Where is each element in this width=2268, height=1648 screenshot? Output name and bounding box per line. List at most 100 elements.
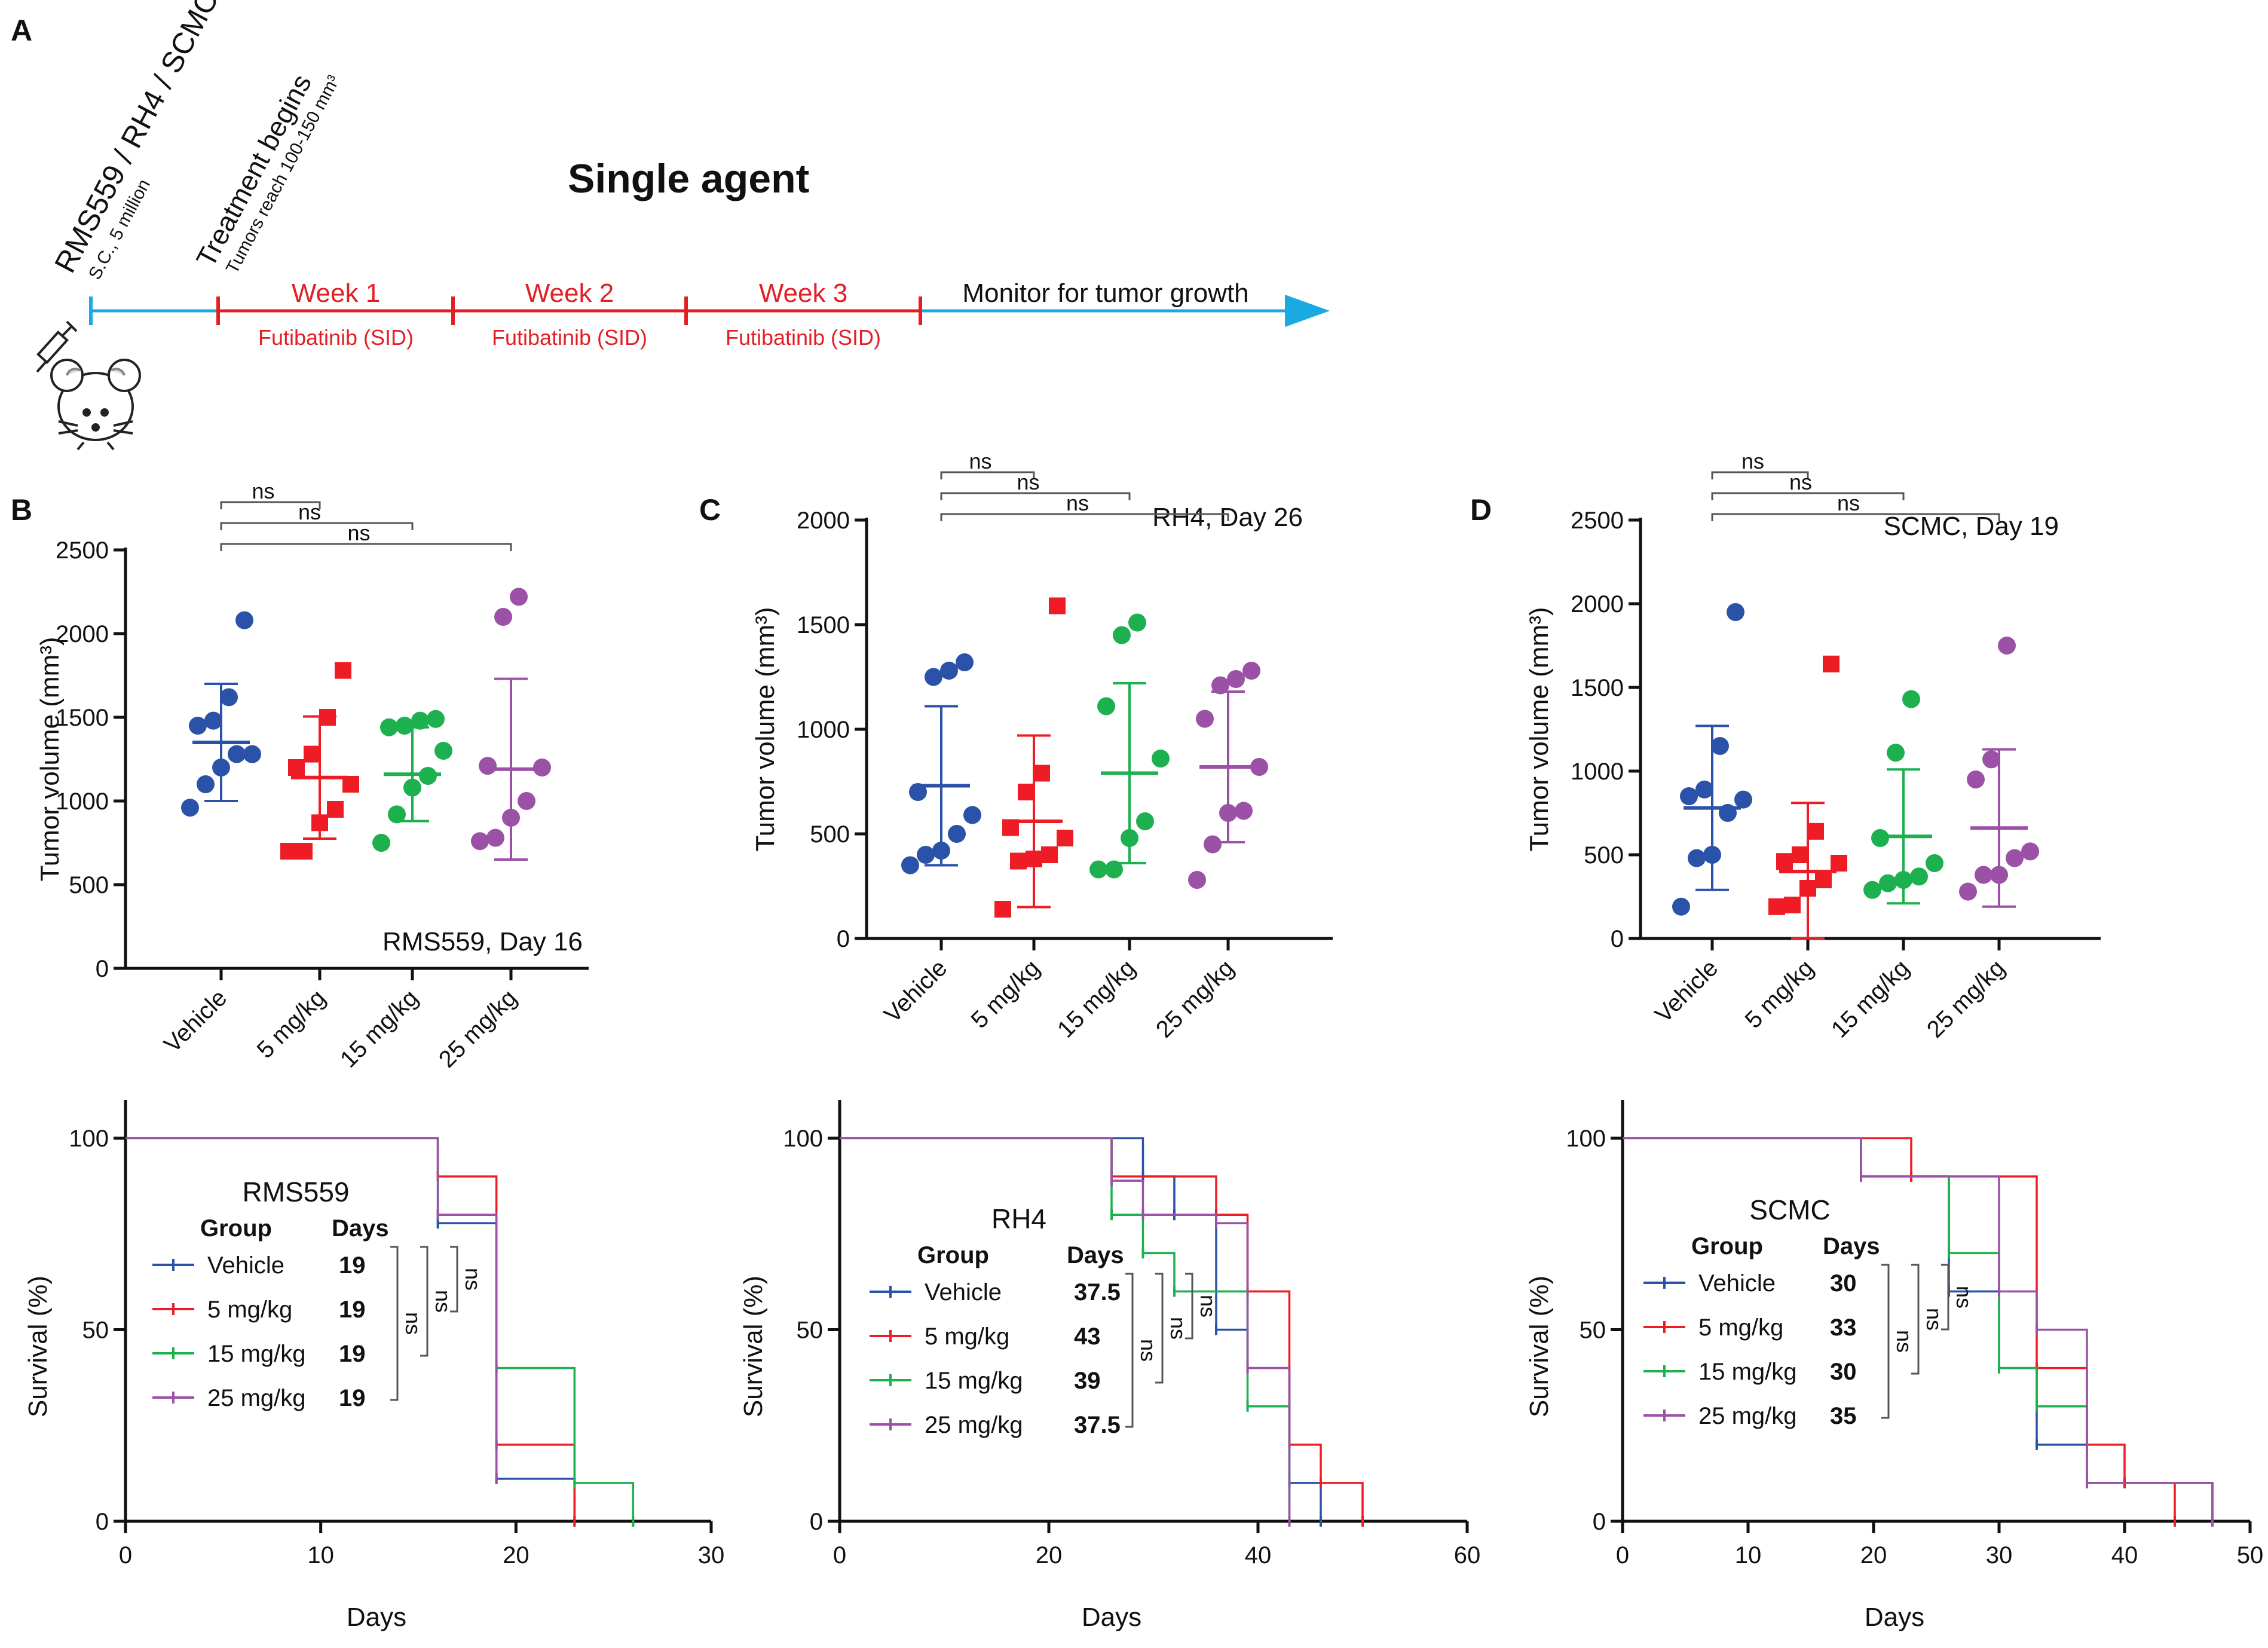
x-tick-label: 0 bbox=[119, 1542, 132, 1568]
week-2-label: Week 2 bbox=[525, 279, 614, 308]
data-point bbox=[917, 846, 935, 864]
x-tick-label: 40 bbox=[2111, 1542, 2138, 1568]
significance-bracket bbox=[1941, 1264, 1949, 1331]
data-point bbox=[1018, 784, 1034, 800]
legend-title: RH4 bbox=[991, 1203, 1046, 1234]
x-tick-label: 20 bbox=[503, 1542, 529, 1568]
legend-header-group: Group bbox=[917, 1242, 989, 1268]
data-point bbox=[1959, 882, 1977, 901]
legend-label: Vehicle bbox=[925, 1279, 1002, 1305]
y-tick-label: 2500 bbox=[56, 537, 109, 564]
drug-label-week1: Futibatinib (SID) bbox=[258, 325, 414, 350]
data-point bbox=[1727, 603, 1744, 621]
data-point bbox=[189, 717, 207, 735]
data-point bbox=[372, 834, 390, 852]
y-tick-label: 1500 bbox=[56, 705, 109, 731]
data-point bbox=[1887, 744, 1905, 762]
week-3-label: Week 3 bbox=[759, 279, 847, 308]
data-point bbox=[486, 828, 504, 847]
legend-median: 30 bbox=[1830, 1359, 1857, 1385]
syringe-icon bbox=[36, 320, 78, 373]
y-tick-label: 0 bbox=[96, 956, 109, 982]
y-tick-label: 500 bbox=[1584, 842, 1624, 869]
data-point bbox=[1910, 867, 1928, 886]
significance-bracket bbox=[940, 492, 1131, 500]
data-point bbox=[235, 611, 253, 629]
data-point bbox=[1982, 750, 2000, 769]
data-point bbox=[1831, 855, 1847, 872]
data-point bbox=[181, 799, 199, 817]
data-point bbox=[1926, 854, 1943, 872]
significance-label: ns bbox=[1837, 491, 1860, 515]
data-point bbox=[1734, 790, 1752, 809]
x-tick-label: 60 bbox=[1454, 1542, 1481, 1568]
significance-bracket bbox=[940, 513, 1229, 521]
panel-letter-a: A bbox=[11, 14, 32, 47]
legend-label: 15 mg/kg bbox=[1698, 1359, 1797, 1385]
data-point bbox=[1049, 597, 1066, 614]
timeline-arrow-head bbox=[1285, 295, 1330, 327]
y-tick-label: 100 bbox=[69, 1126, 109, 1152]
y-tick-label: 0 bbox=[1611, 926, 1624, 952]
x-tick-label: 0 bbox=[833, 1542, 846, 1568]
x-axis-label: Days bbox=[1865, 1603, 1924, 1632]
significance-bracket bbox=[940, 471, 1035, 479]
x-axis-label: Days bbox=[347, 1603, 406, 1632]
y-tick-label: 50 bbox=[82, 1317, 109, 1344]
panel-letter-b: B bbox=[11, 493, 32, 527]
x-tick-label: 30 bbox=[698, 1542, 725, 1568]
data-point bbox=[925, 668, 942, 686]
significance-bracket bbox=[220, 501, 321, 509]
significance-label: ns bbox=[1066, 491, 1089, 515]
y-tick-label: 1000 bbox=[1571, 759, 1624, 785]
chart-title: SCMC, Day 19 bbox=[1884, 512, 2059, 541]
data-point bbox=[1711, 737, 1729, 755]
data-point bbox=[220, 688, 238, 707]
y-tick-label: 0 bbox=[810, 1509, 823, 1535]
data-point bbox=[479, 757, 497, 775]
legend-median: 37.5 bbox=[1074, 1412, 1121, 1438]
y-axis-label: Survival (%) bbox=[23, 1276, 53, 1417]
significance-bracket bbox=[1881, 1264, 1890, 1419]
data-point bbox=[327, 801, 344, 818]
y-axis-label: Tumor volume (mm³) bbox=[35, 637, 65, 881]
data-point bbox=[1041, 846, 1058, 863]
significance-label: ns bbox=[1196, 1295, 1220, 1317]
data-point bbox=[388, 805, 406, 824]
survival-curve-25-mg-kg bbox=[1623, 1137, 2214, 1521]
significance-label: ns bbox=[1892, 1330, 1917, 1353]
data-point bbox=[1807, 823, 1824, 840]
significance-label: ns bbox=[1166, 1317, 1190, 1340]
data-point bbox=[1097, 697, 1115, 716]
data-point bbox=[1113, 626, 1131, 644]
data-point bbox=[228, 745, 246, 763]
significance-label: ns bbox=[1952, 1286, 1976, 1308]
legend-title: RMS559 bbox=[243, 1176, 350, 1207]
data-point bbox=[304, 745, 320, 763]
y-tick-label: 2000 bbox=[56, 621, 109, 647]
data-point bbox=[518, 792, 535, 810]
significance-bracket bbox=[1125, 1273, 1134, 1428]
data-point bbox=[1768, 898, 1785, 915]
y-tick-label: 2000 bbox=[1571, 591, 1624, 617]
data-point bbox=[940, 662, 958, 680]
data-point bbox=[2021, 842, 2039, 861]
legend-median: 33 bbox=[1830, 1314, 1857, 1341]
drug-label-week2: Futibatinib (SID) bbox=[492, 325, 647, 350]
data-point bbox=[1823, 655, 1840, 672]
data-point bbox=[1815, 872, 1832, 888]
data-point bbox=[1879, 874, 1897, 892]
data-point bbox=[1196, 710, 1214, 728]
legend-label: 5 mg/kg bbox=[1698, 1314, 1783, 1341]
data-point bbox=[494, 608, 512, 626]
legend-label: Vehicle bbox=[207, 1252, 284, 1279]
data-point bbox=[901, 856, 919, 875]
y-axis-label: Tumor volume (mm³) bbox=[751, 607, 780, 851]
y-tick-label: 1500 bbox=[797, 612, 850, 638]
schedule-title: Single agent bbox=[568, 156, 809, 201]
survival-plot-d: 0 50 100 0 10 20 30 40 50 Days Survival (%) SCMC Gro… bbox=[1525, 1100, 2263, 1632]
panel-letter-d: D bbox=[1470, 493, 1492, 527]
significance-bracket bbox=[1155, 1273, 1164, 1384]
data-point bbox=[1105, 860, 1123, 879]
